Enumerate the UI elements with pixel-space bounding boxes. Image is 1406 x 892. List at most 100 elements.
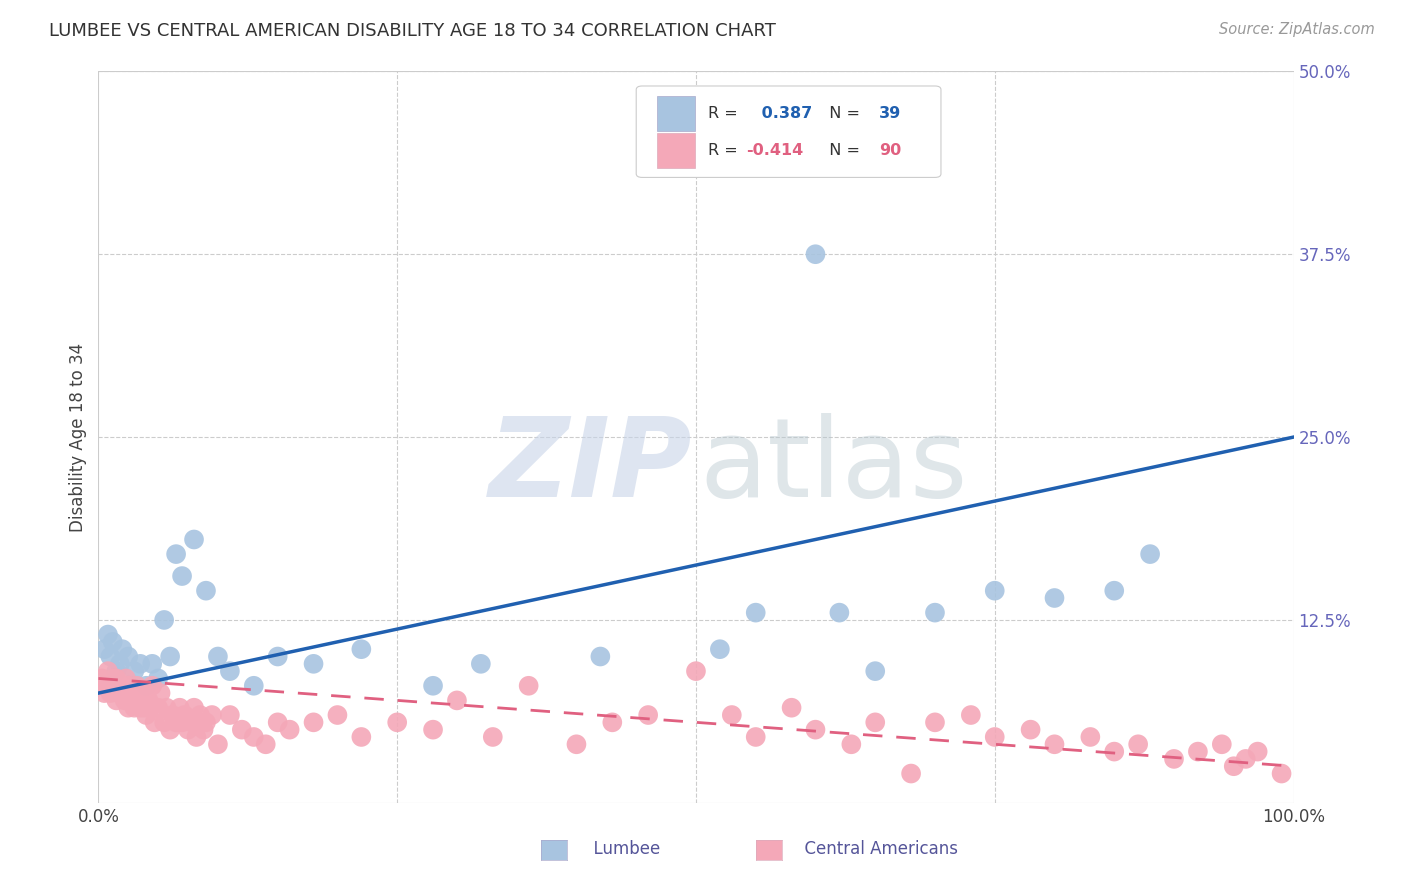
Point <box>97 664 120 678</box>
Point <box>143 715 166 730</box>
Point <box>108 679 131 693</box>
Point <box>120 686 142 700</box>
Point <box>115 672 138 686</box>
Point <box>326 708 349 723</box>
Point <box>984 583 1007 598</box>
Point <box>98 649 122 664</box>
Point <box>302 657 325 671</box>
Text: Central Americans: Central Americans <box>794 840 959 858</box>
Point <box>101 679 124 693</box>
Text: R =: R = <box>709 143 742 158</box>
Point <box>159 649 181 664</box>
Point <box>960 708 983 723</box>
Point <box>350 642 373 657</box>
Point <box>149 686 172 700</box>
Point <box>153 715 176 730</box>
Point <box>924 606 946 620</box>
Point <box>98 686 122 700</box>
Point <box>865 664 887 678</box>
Point <box>219 708 242 723</box>
Point <box>565 737 588 751</box>
Point <box>188 708 211 723</box>
Point <box>195 583 218 598</box>
Text: N =: N = <box>820 143 865 158</box>
Point <box>267 715 290 730</box>
Point <box>117 649 139 664</box>
Text: N =: N = <box>820 106 865 121</box>
FancyBboxPatch shape <box>657 96 695 131</box>
Point <box>219 664 242 678</box>
Point <box>138 693 160 707</box>
Point <box>169 700 191 714</box>
Point <box>148 700 170 714</box>
Point <box>172 569 194 583</box>
Point <box>685 123 707 137</box>
Point <box>124 700 146 714</box>
Point <box>207 737 229 751</box>
Point <box>135 686 157 700</box>
Point <box>111 686 134 700</box>
Point <box>1080 730 1102 744</box>
Text: R =: R = <box>709 106 742 121</box>
Point <box>517 679 540 693</box>
Point <box>165 547 187 561</box>
Point <box>124 664 146 678</box>
Point <box>96 679 118 693</box>
Point <box>105 672 128 686</box>
Point <box>1187 745 1209 759</box>
Point <box>111 642 134 657</box>
Point <box>602 715 624 730</box>
Point <box>804 723 827 737</box>
Point <box>1139 547 1161 561</box>
Point <box>422 679 444 693</box>
Point <box>127 693 149 707</box>
Point <box>254 737 277 751</box>
Point <box>637 708 659 723</box>
Point <box>172 715 194 730</box>
Point <box>1247 745 1270 759</box>
Point <box>153 613 176 627</box>
Point <box>984 730 1007 744</box>
Point <box>841 737 863 751</box>
Text: ZIP: ZIP <box>489 413 692 520</box>
Point <box>201 708 224 723</box>
Point <box>114 693 136 707</box>
Point <box>165 715 187 730</box>
Point <box>243 730 266 744</box>
Point <box>207 649 229 664</box>
Point <box>924 715 946 730</box>
Text: Source: ZipAtlas.com: Source: ZipAtlas.com <box>1219 22 1375 37</box>
Point <box>91 672 114 686</box>
Point <box>1163 752 1185 766</box>
Point <box>139 700 162 714</box>
Point <box>117 679 139 693</box>
Point <box>183 533 205 547</box>
Point <box>1128 737 1150 751</box>
Point <box>900 766 922 780</box>
Text: atlas: atlas <box>700 413 969 520</box>
Point <box>173 708 195 723</box>
Point <box>103 672 125 686</box>
Point <box>125 679 148 693</box>
Point <box>129 700 152 714</box>
Point <box>1234 752 1257 766</box>
Point <box>121 693 143 707</box>
Text: LUMBEE VS CENTRAL AMERICAN DISABILITY AGE 18 TO 34 CORRELATION CHART: LUMBEE VS CENTRAL AMERICAN DISABILITY AG… <box>49 22 776 40</box>
Point <box>804 247 827 261</box>
Point <box>1223 759 1246 773</box>
Text: 0.387: 0.387 <box>756 106 813 121</box>
Point <box>865 715 887 730</box>
Point <box>470 657 492 671</box>
Point <box>385 715 409 730</box>
Point <box>243 679 266 693</box>
Point <box>186 730 208 744</box>
Point <box>159 723 181 737</box>
Point <box>780 700 803 714</box>
Point <box>108 657 131 671</box>
Y-axis label: Disability Age 18 to 34: Disability Age 18 to 34 <box>69 343 87 532</box>
Point <box>721 708 744 723</box>
Point <box>132 700 155 714</box>
Point <box>745 730 768 744</box>
Text: -0.414: -0.414 <box>747 143 803 158</box>
Point <box>422 723 444 737</box>
